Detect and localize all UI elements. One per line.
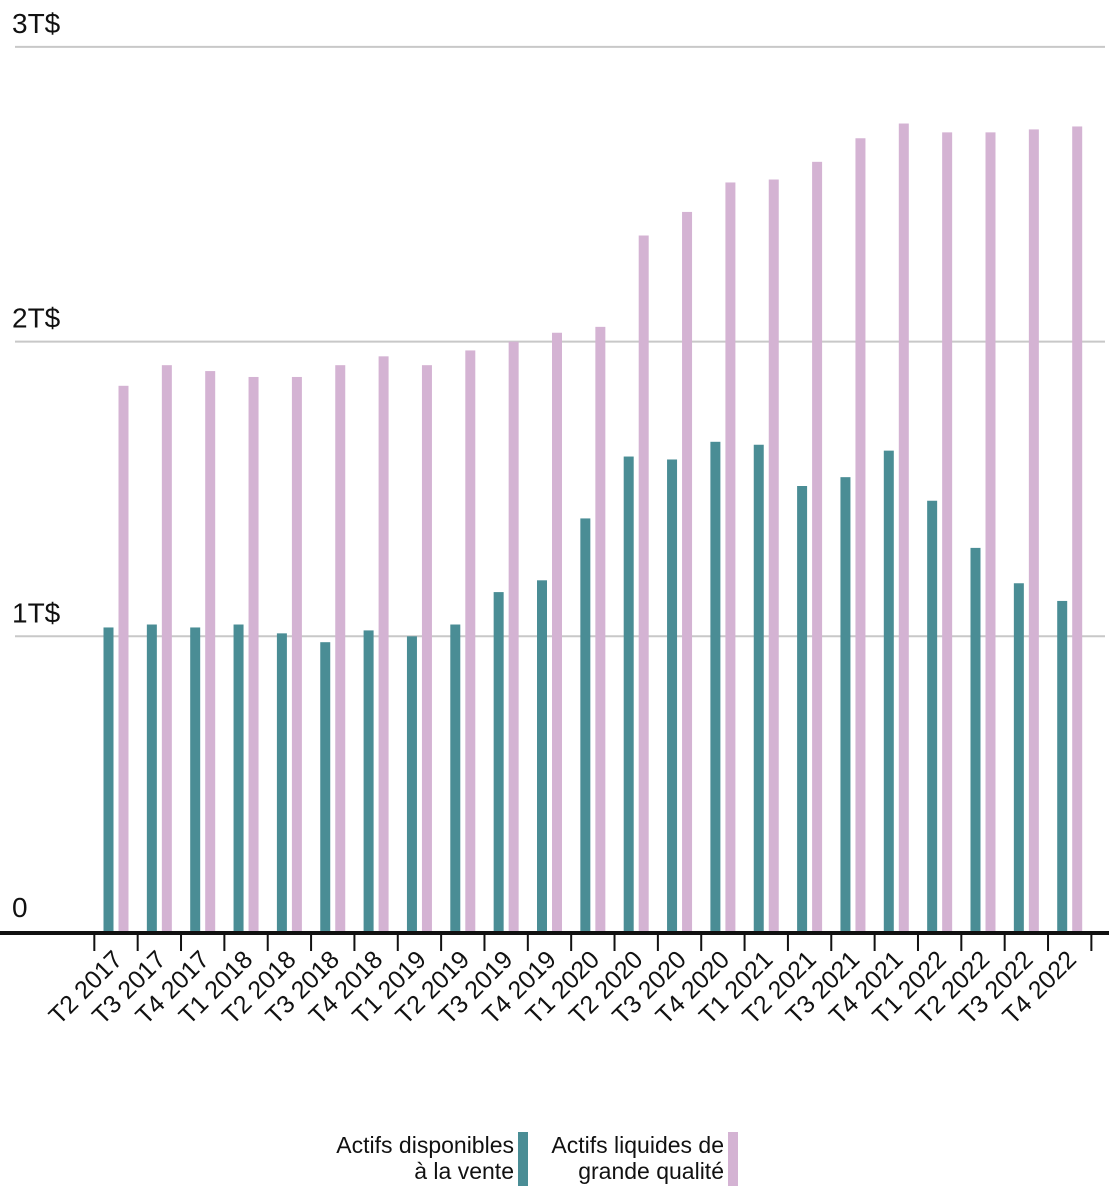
bar-series-2 [421, 365, 432, 931]
legend-item-series-1: Actifs disponibles à la vente [290, 1132, 528, 1186]
bar-series-2 [205, 371, 216, 931]
bar-series-2 [508, 341, 519, 932]
bar-series-2 [985, 132, 996, 931]
y-tick-label: 3T$ [12, 8, 61, 39]
bar-series-2 [595, 326, 606, 931]
bar-series-2 [942, 132, 953, 931]
bar-series-2 [248, 376, 259, 931]
bar-series-1 [320, 642, 331, 931]
bar-series-2 [161, 365, 172, 931]
bar-series-1 [797, 486, 808, 931]
bar-series-2 [682, 211, 693, 931]
y-axis-ticks: 0 1T$ 2T$ 3T$ [12, 8, 61, 923]
bar-series-2 [638, 235, 649, 931]
bar-series-2 [552, 332, 562, 931]
bar-series-1 [1013, 583, 1024, 931]
bar-series-2 [465, 350, 476, 931]
bar-series-2 [812, 161, 823, 931]
bar-series-2 [898, 123, 909, 932]
legend-label-series-1: Actifs disponibles à la vente [336, 1132, 514, 1184]
bar-series-2 [855, 138, 866, 931]
legend-swatch-series-2 [728, 1132, 738, 1186]
bars [103, 123, 1083, 932]
y-tick-label: 0 [12, 892, 28, 923]
legend: Actifs disponibles à la vente Actifs liq… [290, 1132, 748, 1186]
legend-item-series-2: Actifs liquides de grande qualité [538, 1132, 738, 1186]
bar-series-2 [1028, 129, 1039, 931]
bar-series-1 [103, 627, 114, 931]
bar-series-1 [580, 518, 591, 931]
bar-series-1 [710, 441, 721, 931]
bar-series-2 [1072, 126, 1083, 932]
bar-series-1 [970, 547, 981, 931]
bar-series-1 [537, 580, 547, 931]
bar-series-1 [276, 633, 287, 931]
bar-series-1 [406, 636, 417, 931]
bar-series-1 [146, 624, 157, 931]
bar-series-2 [118, 385, 129, 931]
legend-swatch-series-1 [518, 1132, 528, 1186]
bar-series-1 [493, 592, 504, 931]
bar-series-1 [623, 456, 634, 931]
bar-series-2 [378, 356, 389, 932]
bar-series-2 [768, 179, 779, 931]
bar-series-1 [190, 627, 201, 931]
bar-series-2 [725, 182, 736, 931]
y-tick-label: 2T$ [12, 303, 61, 334]
bar-series-2 [291, 376, 302, 931]
bar-series-1 [927, 500, 938, 931]
bar-series-1 [883, 450, 894, 931]
legend-label-series-2: Actifs liquides de grande qualité [551, 1132, 724, 1184]
bar-series-1 [753, 444, 764, 931]
bar-series-1 [450, 624, 461, 931]
bar-series-1 [840, 477, 851, 931]
y-tick-label: 1T$ [12, 597, 61, 628]
bar-series-2 [335, 365, 346, 931]
bar-series-1 [363, 630, 374, 931]
bar-series-1 [667, 459, 678, 931]
bar-series-1 [1057, 600, 1068, 931]
bar-series-1 [233, 624, 244, 931]
